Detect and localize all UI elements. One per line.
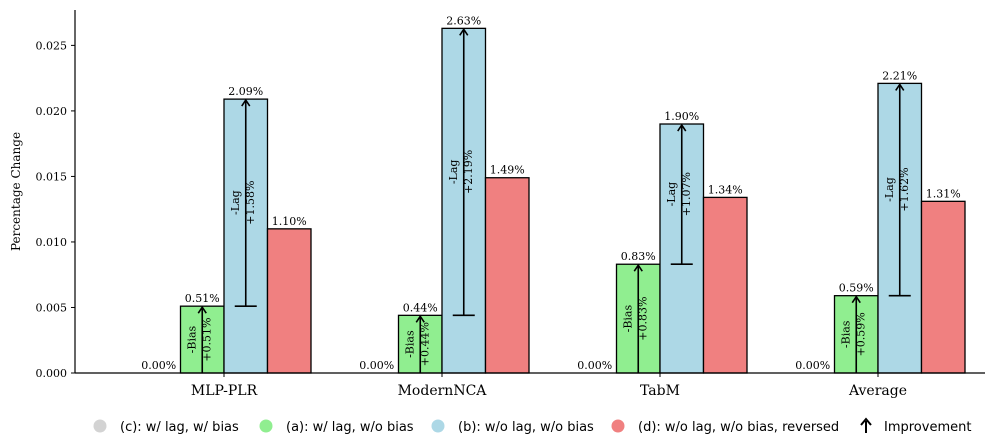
- y-tick-label: 0.015: [36, 170, 68, 183]
- lag-annotation-value: +1.58%: [244, 181, 257, 225]
- bar-value-label: 1.90%: [664, 110, 699, 123]
- lag-improvement-arrow: [241, 98, 251, 307]
- bar: [266, 228, 312, 374]
- bias-improvement-arrow: [197, 305, 207, 373]
- bias-annotation-value: +0.51%: [200, 317, 213, 361]
- legend-swatch: [431, 419, 445, 433]
- bias-annotation-value: +0.44%: [418, 322, 431, 366]
- lag-annotation-label: -Lag: [447, 160, 460, 185]
- lag-annotation-value: +2.19%: [462, 150, 475, 194]
- bar-value-label: 1.10%: [272, 215, 307, 228]
- bar-value-label: 0.00%: [359, 359, 394, 372]
- legend-label: Improvement: [884, 420, 971, 435]
- lag-annotation-label: -Lag: [883, 177, 896, 202]
- bias-annotation-label: -Bias: [839, 320, 852, 348]
- lag-improvement-arrow: [459, 27, 469, 316]
- bar-value-label: 1.34%: [708, 183, 743, 196]
- x-tick-label: ModernNCA: [398, 383, 488, 399]
- legend-item: (a): w/ lag, w/o bias: [259, 419, 414, 435]
- bias-annotation-value: +0.59%: [854, 312, 867, 356]
- y-tick-label: 0.020: [36, 105, 68, 118]
- x-tick-label: Average: [848, 383, 907, 399]
- lag-annotation-value: +1.07%: [680, 172, 693, 216]
- bar-value-label: 2.63%: [446, 14, 481, 27]
- lag-improvement-arrow: [895, 82, 905, 296]
- bar-value-label: 0.44%: [403, 301, 438, 314]
- legend-label: (a): w/ lag, w/o bias: [286, 420, 414, 435]
- legend-label: (d): w/o lag, w/o bias, reversed: [638, 420, 839, 435]
- bias-improvement-arrow: [415, 314, 425, 373]
- lag-annotation-value: +1.62%: [898, 167, 911, 211]
- bar-value-label: 2.09%: [228, 85, 263, 98]
- x-tick-label: MLP-PLR: [191, 383, 258, 399]
- bar: [920, 200, 966, 374]
- lag-annotation-label: -Lag: [665, 182, 678, 207]
- y-axis: 0.000 0.005 0.010 0.015 0.020 0.025: [36, 10, 76, 380]
- x-axis: MLP-PLR ModernNCA TabM Average: [75, 372, 985, 399]
- y-tick-label: 0.005: [36, 301, 68, 314]
- y-axis-label: Percentage Change: [9, 132, 23, 251]
- lag-improvement-arrow: [677, 123, 687, 265]
- legend-item-improvement: Improvement: [860, 417, 971, 435]
- bar-value-label: 0.00%: [577, 359, 612, 372]
- bar-value-label: 0.51%: [185, 292, 220, 305]
- bar-value-label: 0.00%: [141, 359, 176, 372]
- legend-swatch: [611, 419, 625, 433]
- improvement-annotations: -Bias +0.51%-Lag +1.58%-Bias +0.44%-Lag +2.1…: [185, 27, 911, 373]
- bias-annotation-label: -Bias: [185, 325, 198, 353]
- legend-swatch: [259, 419, 273, 433]
- lag-annotation-label: -Lag: [229, 190, 242, 215]
- bar-value-label: 1.49%: [490, 164, 525, 177]
- legend: (c): w/ lag, w/ bias (a): w/ lag, w/o bia…: [93, 417, 971, 435]
- bar-value-label: 2.21%: [882, 69, 917, 82]
- y-tick-label: 0.010: [36, 236, 68, 249]
- bias-annotation-label: -Bias: [403, 330, 416, 358]
- bar: [484, 177, 530, 374]
- x-tick-label: TabM: [640, 383, 680, 399]
- bar-value-label: 0.83%: [621, 250, 656, 263]
- bias-annotation-label: -Bias: [621, 305, 634, 333]
- legend-item: (b): w/o lag, w/o bias: [431, 419, 594, 435]
- bar-groups: 0.00% 0.00% 0.00% 0.00% 0.51% 0.44% 0.83% 0.59%…: [141, 14, 966, 374]
- bias-improvement-arrow: [633, 263, 643, 373]
- legend-label: (b): w/o lag, w/o bias: [458, 420, 594, 435]
- y-tick-label: 0.000: [36, 367, 68, 380]
- legend-item: (c): w/ lag, w/ bias: [93, 419, 239, 435]
- up-arrow-icon: [860, 417, 872, 433]
- bar-value-label: 0.59%: [839, 282, 874, 295]
- legend-item: (d): w/o lag, w/o bias, reversed: [611, 419, 839, 435]
- legend-swatch: [93, 419, 107, 433]
- bar-value-label: 1.31%: [926, 187, 961, 200]
- bias-annotation-value: +0.83%: [636, 297, 649, 341]
- bar: [702, 196, 748, 374]
- legend-label: (c): w/ lag, w/ bias: [120, 420, 239, 435]
- bar-value-label: 0.00%: [795, 359, 830, 372]
- y-tick-label: 0.025: [36, 39, 68, 52]
- bias-improvement-arrow: [851, 295, 861, 373]
